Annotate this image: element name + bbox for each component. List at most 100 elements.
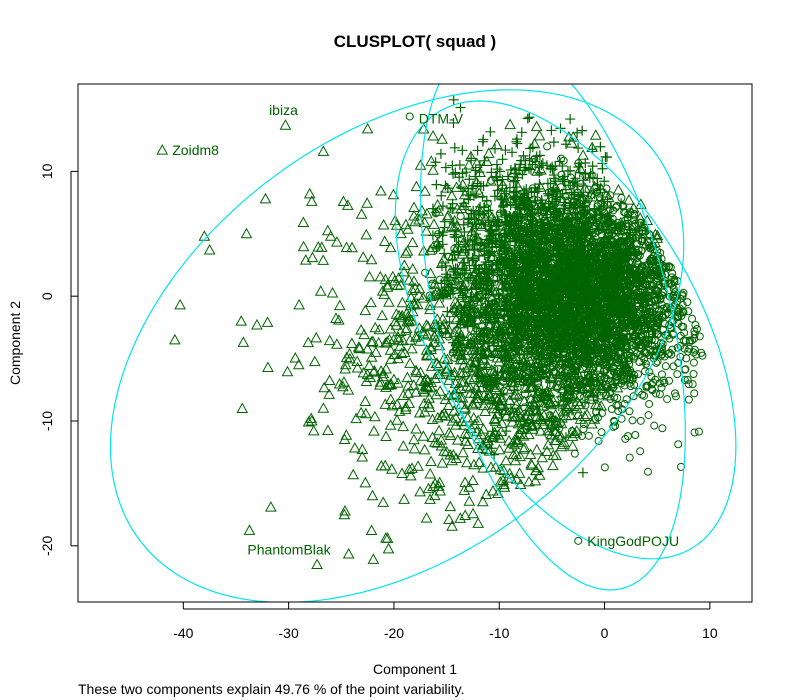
data-point xyxy=(602,374,611,383)
data-point xyxy=(408,433,420,445)
data-point xyxy=(636,447,645,456)
data-point xyxy=(447,203,458,214)
data-point xyxy=(433,296,446,308)
data-point xyxy=(455,317,468,329)
data-point xyxy=(555,424,564,433)
data-point xyxy=(317,254,330,265)
data-point xyxy=(418,216,431,228)
data-point xyxy=(494,463,507,475)
data-point xyxy=(479,346,492,357)
data-point xyxy=(653,287,662,296)
data-point xyxy=(648,257,657,266)
data-point xyxy=(690,330,699,339)
data-point xyxy=(449,229,460,240)
data-point xyxy=(625,407,634,416)
data-point xyxy=(673,370,682,379)
data-point xyxy=(607,405,616,414)
data-point xyxy=(600,189,612,201)
data-point xyxy=(428,489,441,501)
data-point xyxy=(640,324,649,333)
data-point xyxy=(688,380,697,389)
data-point xyxy=(674,440,683,449)
data-point xyxy=(520,403,529,412)
data-point xyxy=(443,389,455,401)
data-point xyxy=(404,357,416,368)
data-point xyxy=(623,324,632,333)
data-point xyxy=(585,372,594,381)
data-point xyxy=(420,512,433,523)
data-point xyxy=(621,253,630,262)
data-point xyxy=(468,356,481,367)
data-point xyxy=(589,129,602,140)
data-point xyxy=(450,353,459,362)
data-point xyxy=(612,344,621,353)
data-point xyxy=(583,333,592,342)
data-point xyxy=(518,374,529,385)
data-point xyxy=(384,419,397,430)
data-point xyxy=(515,318,524,327)
data-point xyxy=(436,133,448,144)
data-point xyxy=(631,323,640,332)
data-point xyxy=(406,236,419,248)
data-point xyxy=(690,389,699,398)
data-point xyxy=(457,359,470,370)
data-point xyxy=(468,418,481,430)
data-point xyxy=(489,391,502,403)
data-point xyxy=(420,344,433,355)
data-point xyxy=(594,436,603,445)
data-point xyxy=(561,192,570,201)
data-point xyxy=(625,453,634,462)
data-point xyxy=(306,251,319,263)
data-point xyxy=(525,458,537,469)
data-point xyxy=(618,315,629,326)
data-point xyxy=(408,209,420,221)
data-point xyxy=(542,424,554,436)
data-point xyxy=(338,508,351,520)
data-point xyxy=(527,142,538,153)
data-point xyxy=(467,507,479,519)
data-point xyxy=(368,364,381,376)
data-point xyxy=(579,425,588,434)
data-point xyxy=(612,184,625,195)
data-point xyxy=(679,288,688,297)
data-point xyxy=(535,399,544,408)
data-point xyxy=(665,292,674,301)
data-point xyxy=(665,321,674,330)
data-point xyxy=(650,421,659,430)
data-point xyxy=(423,401,436,412)
data-point xyxy=(297,240,310,252)
data-point xyxy=(648,386,657,395)
data-point xyxy=(689,358,698,367)
data-point xyxy=(603,385,614,396)
data-point xyxy=(440,162,451,173)
data-point xyxy=(607,309,618,320)
data-point xyxy=(350,412,362,424)
data-point xyxy=(646,288,655,297)
data-point xyxy=(400,324,412,335)
data-point xyxy=(293,298,306,310)
data-point xyxy=(430,157,441,168)
data-point xyxy=(384,323,397,334)
data-point xyxy=(492,275,503,286)
data-point xyxy=(530,405,543,417)
data-point xyxy=(565,393,576,404)
data-point xyxy=(377,218,390,230)
data-point xyxy=(435,434,448,445)
data-point xyxy=(346,241,358,253)
data-point xyxy=(447,448,460,460)
data-point xyxy=(501,210,512,221)
data-point xyxy=(598,233,609,244)
data-point xyxy=(480,443,493,455)
data-point xyxy=(398,493,410,504)
data-point xyxy=(580,378,589,387)
data-point xyxy=(670,276,679,285)
data-point xyxy=(521,184,532,195)
data-point xyxy=(627,321,636,330)
data-point xyxy=(341,199,354,210)
data-point xyxy=(536,195,547,206)
data-point xyxy=(560,432,571,443)
data-point xyxy=(473,187,486,198)
data-point xyxy=(643,467,652,476)
data-point xyxy=(404,334,416,345)
data-point xyxy=(485,364,498,375)
